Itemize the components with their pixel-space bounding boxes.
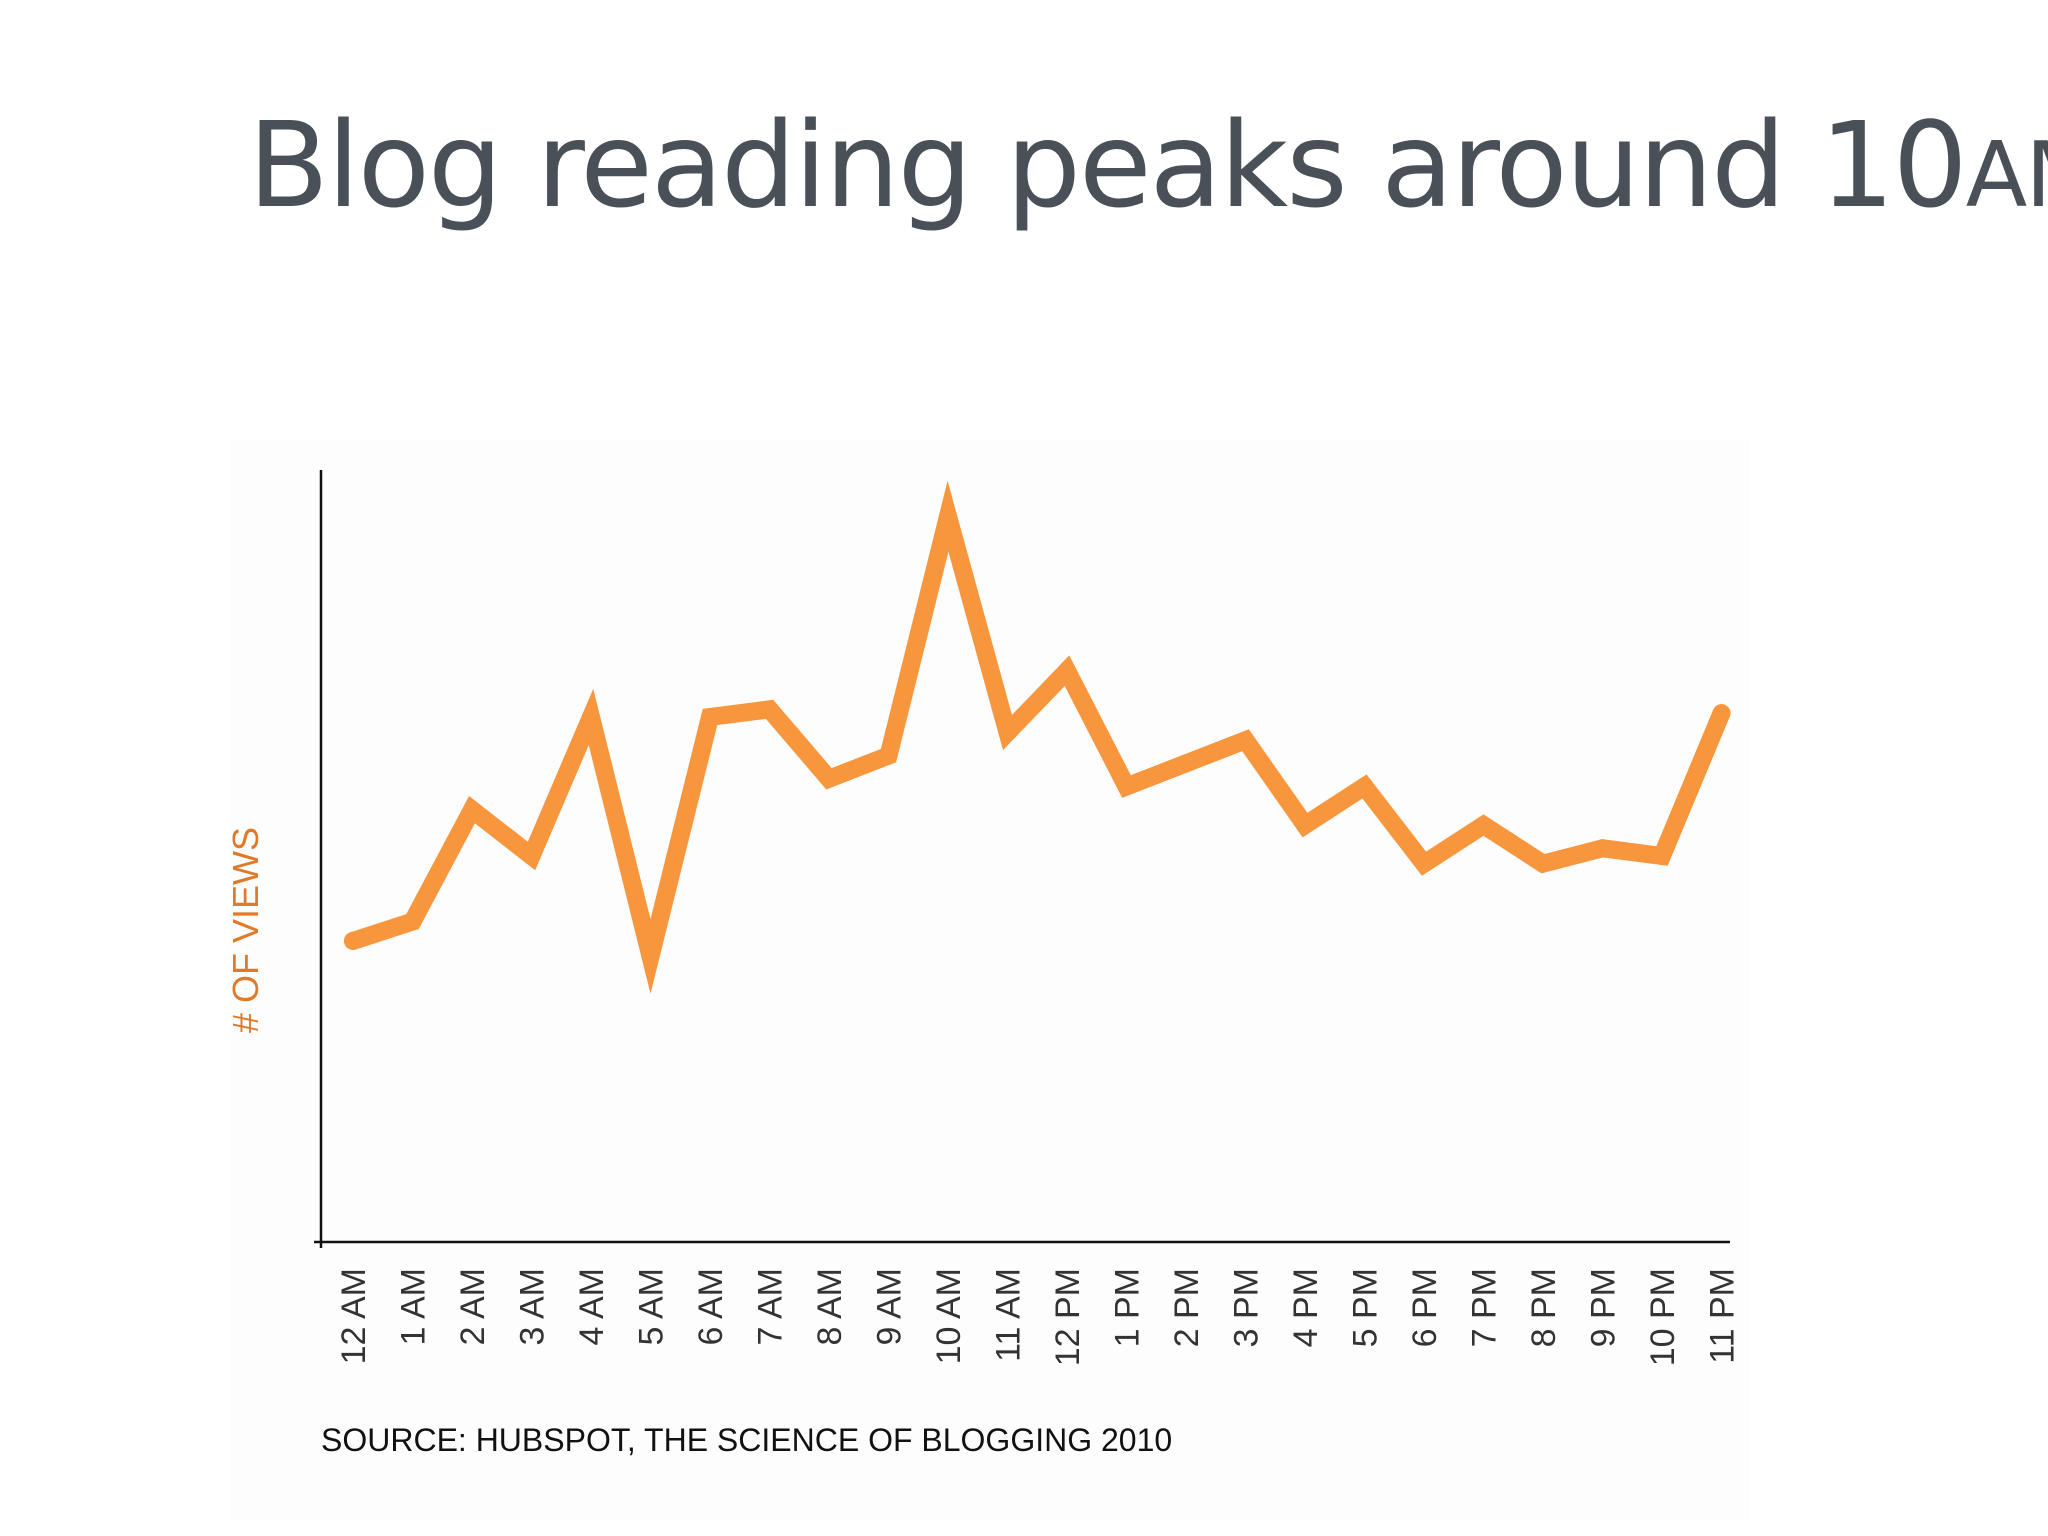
data-point bbox=[641, 947, 660, 966]
y-axis-label: # OF VIEWS bbox=[230, 827, 266, 1033]
data-point bbox=[820, 769, 838, 788]
x-tick-label: 2 PM bbox=[1168, 1268, 1206, 1347]
data-point bbox=[1534, 854, 1552, 873]
source-note: SOURCE: HUBSPOT, THE SCIENCE OF BLOGGING… bbox=[321, 1422, 1173, 1458]
x-tick-label: 4 AM bbox=[573, 1268, 611, 1345]
data-point bbox=[701, 708, 719, 727]
data-point bbox=[344, 931, 362, 950]
data-point bbox=[1415, 854, 1433, 873]
x-tick-label: 3 AM bbox=[514, 1268, 552, 1345]
x-tick-label: 12 PM bbox=[1049, 1268, 1087, 1366]
x-tick-label: 2 AM bbox=[454, 1268, 492, 1345]
data-point bbox=[1177, 754, 1195, 773]
x-tick-label: 6 PM bbox=[1406, 1268, 1444, 1347]
x-tick-label: 6 AM bbox=[692, 1268, 730, 1345]
chart-panel: # OF VIEWS 12 AM 1 AM 2 AM 3 AM 4 AM 5 AM 6 AM… bbox=[230, 440, 1750, 1520]
x-tick-labels: 12 AM 1 AM 2 AM 3 AM 4 AM 5 AM 6 AM 7 AM 8 AM 9 A… bbox=[335, 1268, 1742, 1366]
data-point bbox=[1355, 777, 1374, 796]
data-point bbox=[1058, 661, 1076, 680]
data-point bbox=[403, 912, 422, 931]
x-tick-label: 3 PM bbox=[1228, 1268, 1266, 1347]
data-point bbox=[1236, 731, 1255, 750]
data-point bbox=[582, 708, 600, 727]
x-tick-label: 8 PM bbox=[1525, 1268, 1563, 1347]
x-tick-label: 9 PM bbox=[1585, 1268, 1623, 1347]
data-point bbox=[998, 723, 1017, 742]
data-point bbox=[1653, 847, 1671, 865]
data-point bbox=[1296, 816, 1314, 835]
x-tick-label: 1 AM bbox=[395, 1268, 433, 1345]
data-point bbox=[463, 800, 481, 819]
x-tick-label: 9 AM bbox=[871, 1268, 909, 1345]
x-tick-label: 7 AM bbox=[752, 1268, 790, 1345]
data-point bbox=[1593, 839, 1612, 858]
x-tick-label: 10 PM bbox=[1644, 1268, 1682, 1366]
line-chart: # OF VIEWS 12 AM 1 AM 2 AM 3 AM 4 AM 5 AM 6 AM… bbox=[230, 470, 1742, 1366]
x-tick-label: 11 PM bbox=[1704, 1268, 1742, 1364]
data-point bbox=[1474, 816, 1493, 835]
data-point bbox=[522, 847, 541, 865]
title-small-caps: AM bbox=[1965, 123, 2048, 228]
x-tick-label: 7 PM bbox=[1466, 1268, 1504, 1347]
data-point bbox=[939, 507, 957, 526]
series-line bbox=[344, 480, 1731, 994]
x-tick-label: 1 PM bbox=[1109, 1268, 1147, 1347]
x-tick-label: 12 AM bbox=[335, 1268, 373, 1364]
data-point bbox=[1117, 777, 1136, 796]
data-point bbox=[879, 746, 898, 765]
data-point bbox=[1712, 704, 1731, 723]
x-tick-label: 8 AM bbox=[811, 1268, 849, 1345]
x-tick-label: 11 AM bbox=[990, 1268, 1028, 1362]
title-main: Blog reading peaks around 10 bbox=[248, 96, 1968, 234]
data-point bbox=[760, 700, 779, 719]
x-tick-label: 5 AM bbox=[633, 1268, 671, 1345]
x-tick-label: 10 AM bbox=[930, 1268, 968, 1364]
x-tick-label: 4 PM bbox=[1287, 1268, 1325, 1347]
data-points bbox=[344, 507, 1731, 966]
x-tick-label: 5 PM bbox=[1347, 1268, 1385, 1347]
